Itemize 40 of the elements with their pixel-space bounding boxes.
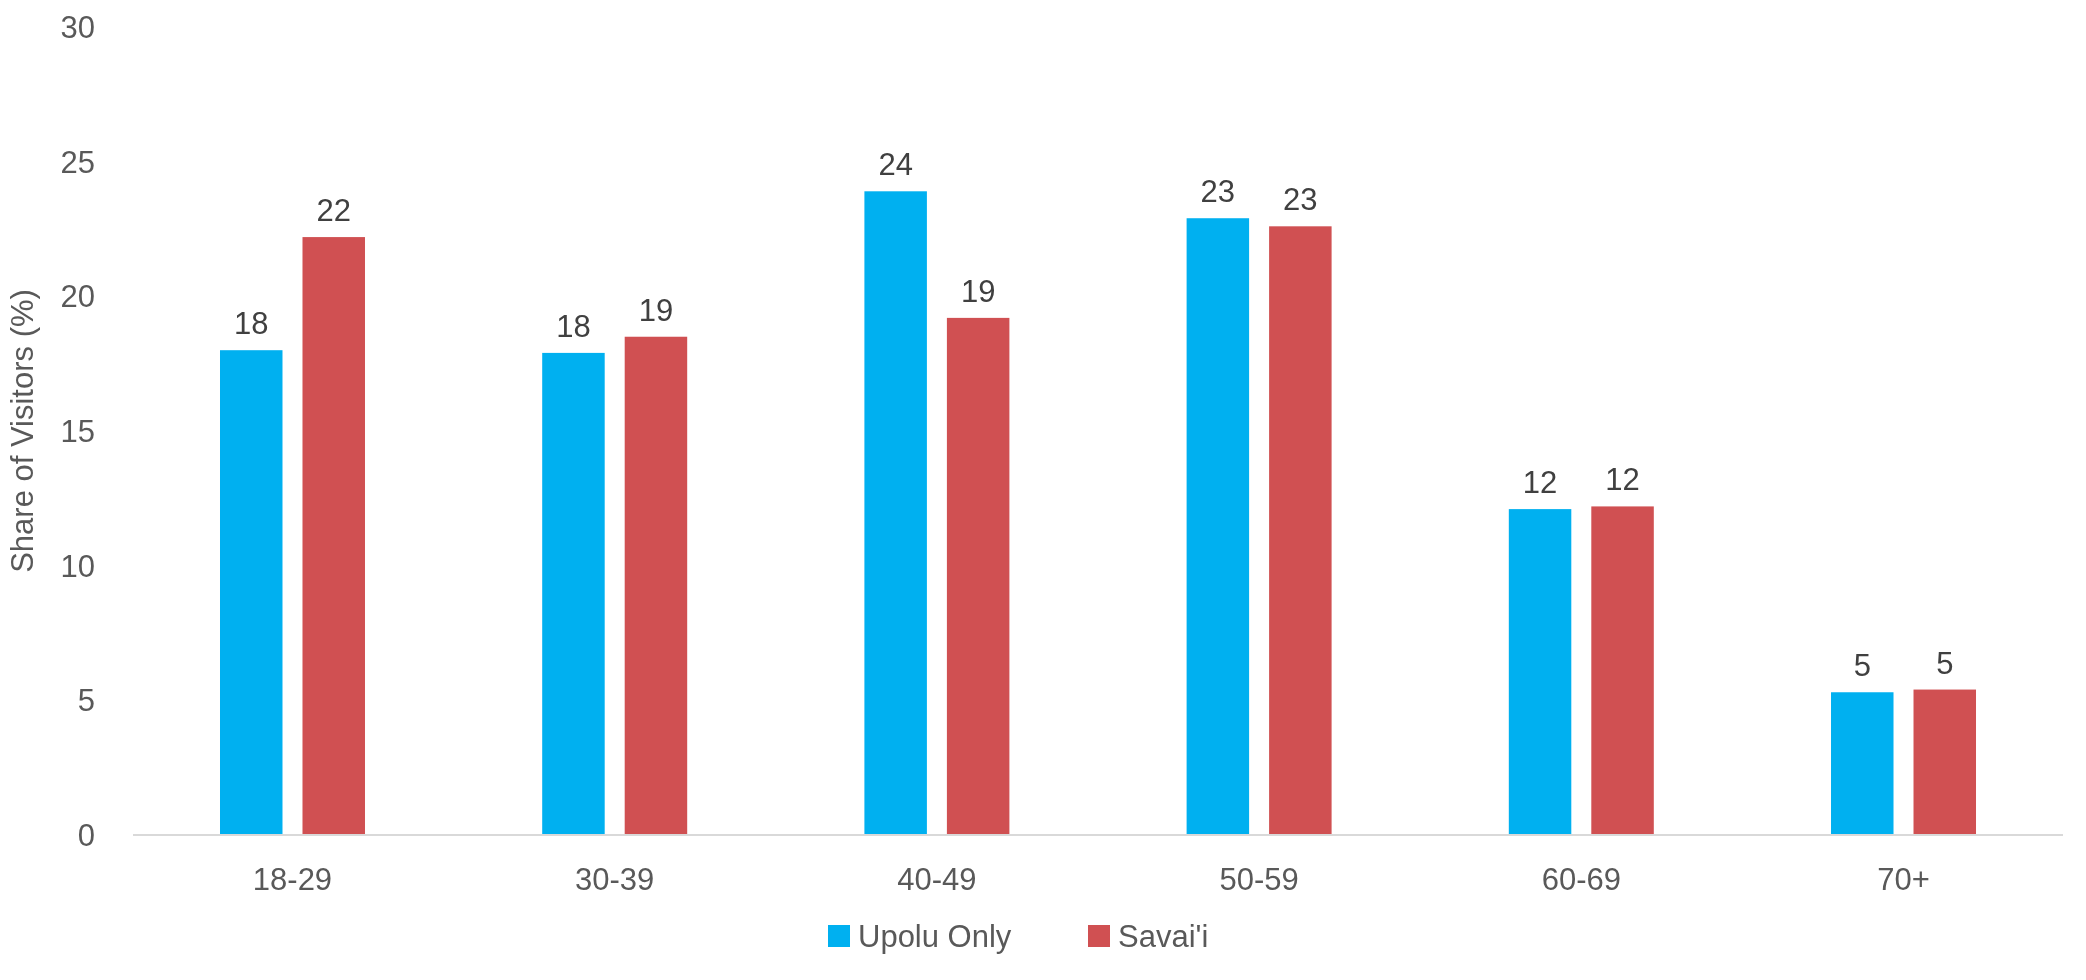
- data-label: 19: [960, 273, 996, 309]
- x-tick-label: 60-69: [1541, 862, 1621, 897]
- bar: [302, 237, 365, 835]
- y-tick-label: 30: [60, 9, 95, 45]
- x-tick-label: 40-49: [897, 862, 977, 897]
- bar: [1186, 218, 1250, 835]
- data-label: 18: [234, 306, 269, 342]
- data-label: 23: [1200, 174, 1236, 210]
- data-label: 5: [1936, 645, 1954, 681]
- bar: [220, 350, 283, 835]
- data-label: 19: [638, 292, 674, 328]
- data-label: 22: [316, 193, 351, 229]
- y-tick-label: 10: [60, 548, 95, 584]
- bar: [1269, 226, 1332, 835]
- bar: [864, 191, 927, 835]
- x-tick-label: 30-39: [575, 862, 655, 897]
- y-tick-label: 5: [77, 683, 95, 719]
- y-tick-label: 20: [60, 279, 95, 315]
- legend-label: Upolu Only: [858, 919, 1012, 954]
- data-label: 12: [1522, 465, 1558, 501]
- data-label: 24: [878, 147, 913, 183]
- legend-label: Savai'i: [1118, 919, 1209, 954]
- data-label: 23: [1283, 182, 1318, 218]
- y-tick-label: 0: [77, 817, 95, 853]
- bar: [542, 352, 605, 835]
- bar: [624, 336, 688, 835]
- x-tick-label: 18-29: [252, 862, 333, 897]
- x-tick-label: 70+: [1877, 862, 1930, 897]
- y-axis-title: Share of Visitors (%): [5, 289, 40, 573]
- y-tick-label: 15: [60, 413, 95, 449]
- data-label: 5: [1853, 648, 1871, 684]
- bar: [1913, 689, 1977, 835]
- bar: [1831, 692, 1894, 835]
- bar: [1591, 506, 1654, 835]
- bar: [946, 317, 1010, 835]
- data-label: 18: [556, 308, 591, 344]
- y-tick-label: 25: [60, 144, 95, 180]
- bar: [1508, 509, 1572, 835]
- x-tick-label: 50-59: [1219, 862, 1299, 897]
- data-label: 12: [1605, 462, 1640, 498]
